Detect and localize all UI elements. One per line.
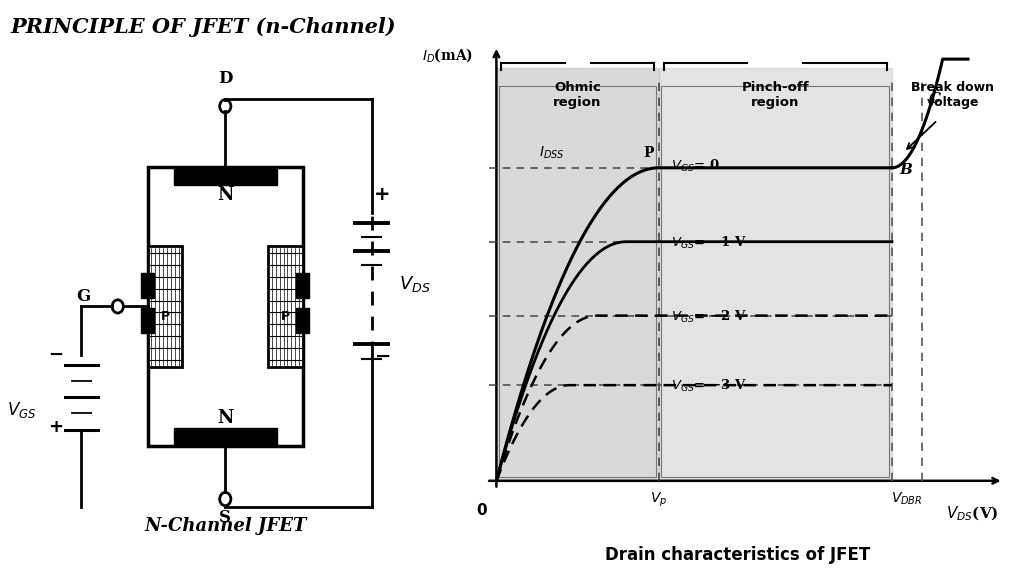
Text: −: − xyxy=(376,347,392,366)
Bar xyxy=(174,428,276,446)
Text: 0: 0 xyxy=(476,502,486,517)
Text: P: P xyxy=(281,310,290,323)
Text: P: P xyxy=(643,146,653,160)
Bar xyxy=(296,272,309,298)
Text: $V_p$: $V_p$ xyxy=(650,491,668,509)
Text: $V_{GS}$= −2 V: $V_{GS}$= −2 V xyxy=(672,309,746,325)
Bar xyxy=(268,245,303,367)
Text: B: B xyxy=(899,164,912,177)
Text: Pinch-off
region: Pinch-off region xyxy=(741,81,809,109)
Text: Break down
voltage: Break down voltage xyxy=(911,81,994,109)
Bar xyxy=(141,272,155,298)
Bar xyxy=(662,86,890,478)
Text: $V_{DS}$: $V_{DS}$ xyxy=(399,274,431,294)
Text: $V_{GS}$= 0: $V_{GS}$= 0 xyxy=(672,158,720,174)
Text: $V_{GS}$: $V_{GS}$ xyxy=(6,400,36,420)
Bar xyxy=(658,68,892,481)
Text: N: N xyxy=(217,186,233,204)
Text: +: + xyxy=(48,418,62,436)
Text: D: D xyxy=(218,70,232,88)
Text: $V_{DS}$(V): $V_{DS}$(V) xyxy=(946,505,998,523)
Bar xyxy=(296,308,309,333)
Text: $I_D$(mA): $I_D$(mA) xyxy=(422,46,473,64)
Text: −: − xyxy=(48,346,62,363)
Text: $V_{DBR}$: $V_{DBR}$ xyxy=(892,491,923,507)
Text: S: S xyxy=(219,509,231,526)
Bar xyxy=(141,308,155,333)
Text: $I_{DSS}$: $I_{DSS}$ xyxy=(540,145,565,161)
Bar xyxy=(497,68,658,481)
Text: $V_{GS}$= −3 V: $V_{GS}$= −3 V xyxy=(672,378,746,395)
Text: C: C xyxy=(929,92,941,105)
Text: N: N xyxy=(217,409,233,427)
Text: N-Channel JFET: N-Channel JFET xyxy=(144,517,306,535)
Text: G: G xyxy=(76,289,90,305)
Text: Ohmic
region: Ohmic region xyxy=(553,81,602,109)
Text: Drain characteristics of JFET: Drain characteristics of JFET xyxy=(604,547,870,564)
Bar xyxy=(174,167,276,185)
Bar xyxy=(499,86,656,478)
Text: $V_{GS}$= −1 V: $V_{GS}$= −1 V xyxy=(672,235,746,251)
Text: PRINCIPLE OF JFET (n-Channel): PRINCIPLE OF JFET (n-Channel) xyxy=(10,17,396,37)
Bar xyxy=(147,245,182,367)
Text: +: + xyxy=(374,185,390,204)
Text: P: P xyxy=(161,310,170,323)
